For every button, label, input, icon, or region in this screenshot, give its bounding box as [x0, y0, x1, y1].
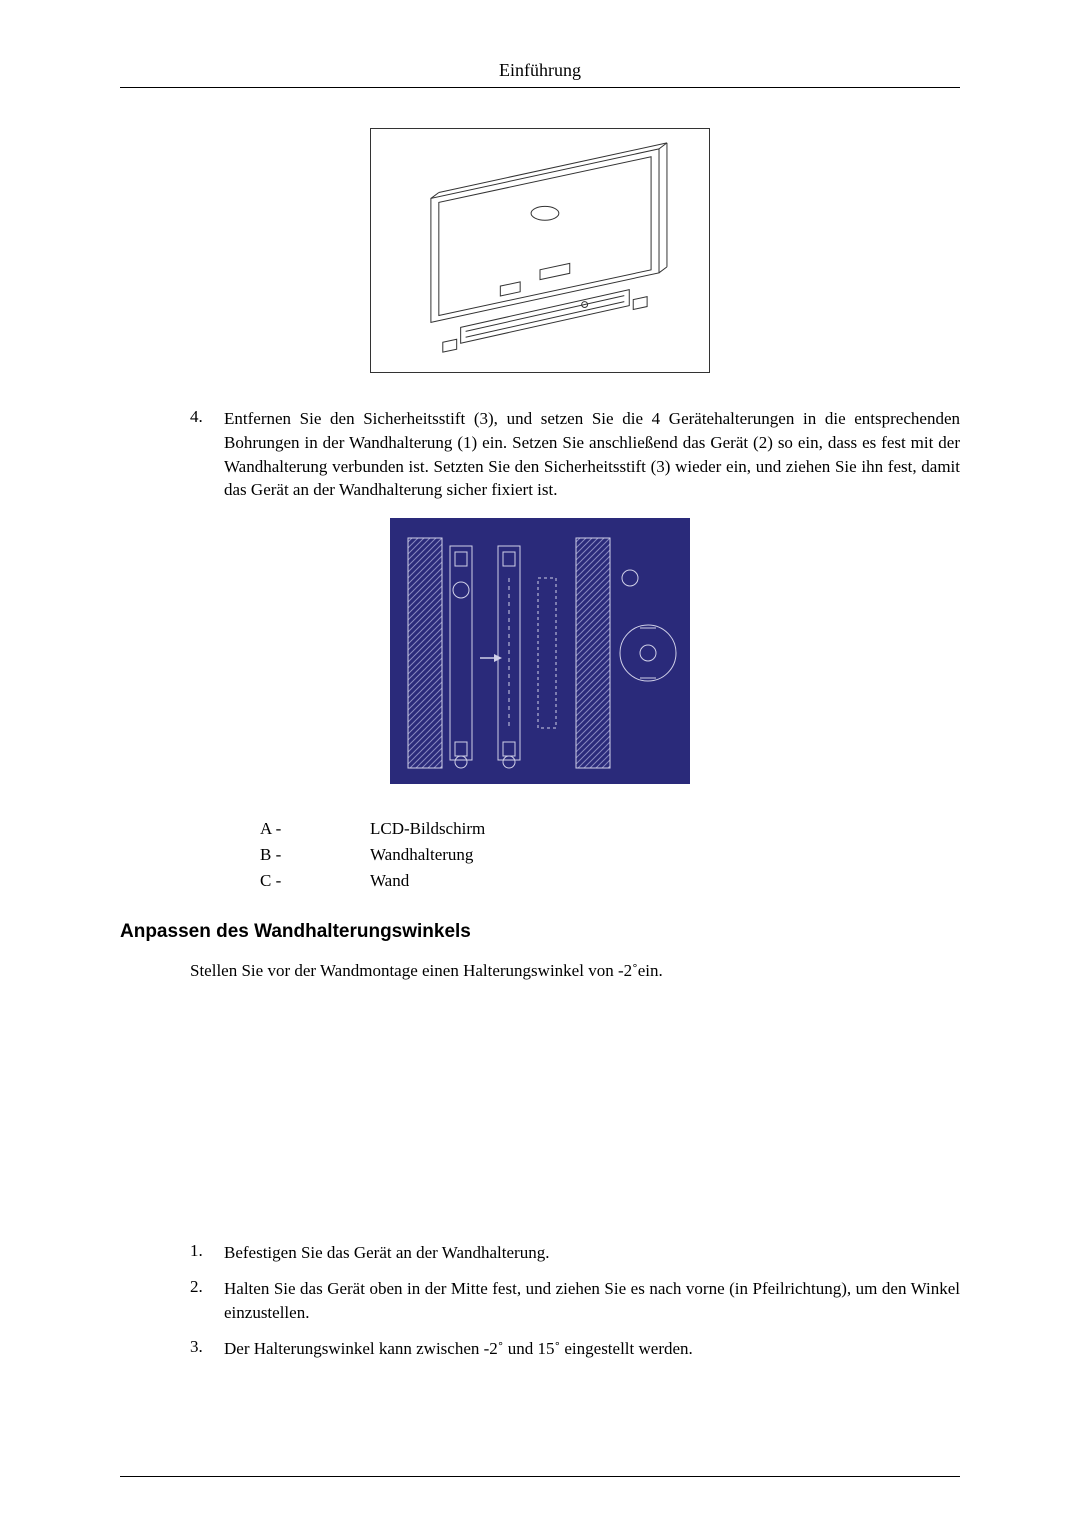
footer-rule — [120, 1476, 960, 1477]
step-1-number: 1. — [190, 1241, 224, 1265]
legend-val-c: Wand — [370, 871, 409, 891]
figure1-container — [120, 128, 960, 377]
step-1: 1. Befestigen Sie das Gerät an der Wandh… — [120, 1241, 960, 1265]
step-3-number: 3. — [190, 1337, 224, 1361]
monitor-isometric-figure — [370, 128, 710, 373]
figure-placeholder-space — [120, 1001, 960, 1241]
legend-key-b: B - — [260, 845, 370, 865]
legend-key-a: A - — [260, 819, 370, 839]
legend-row: C - Wand — [260, 871, 960, 891]
section-heading: Anpassen des Wandhalterungswinkels — [120, 921, 960, 943]
monitor-isometric-svg — [371, 129, 709, 372]
legend-table: A - LCD-Bildschirm B - Wandhalterung C -… — [260, 819, 960, 891]
section-intro: Stellen Sie vor der Wandmontage einen Ha… — [190, 961, 960, 981]
legend-val-b: Wandhalterung — [370, 845, 473, 865]
step-3: 3. Der Halterungswinkel kann zwischen -2… — [120, 1337, 960, 1361]
legend-val-a: LCD-Bildschirm — [370, 819, 485, 839]
wall-mount-svg — [390, 518, 690, 784]
step-1-text: Befestigen Sie das Gerät an der Wandhalt… — [224, 1241, 549, 1265]
legend-key-c: C - — [260, 871, 370, 891]
header-title: Einführung — [499, 60, 581, 80]
page-header: Einführung — [120, 60, 960, 88]
wall-mount-diagram — [390, 518, 690, 784]
legend-row: B - Wandhalterung — [260, 845, 960, 865]
step-4-text: Entfernen Sie den Sicherheitsstift (3), … — [224, 407, 960, 502]
legend-row: A - LCD-Bildschirm — [260, 819, 960, 839]
step-4: 4. Entfernen Sie den Sicherheitsstift (3… — [120, 407, 960, 502]
step-2-number: 2. — [190, 1277, 224, 1325]
step-3-text: Der Halterungswinkel kann zwischen -2˚ u… — [224, 1337, 693, 1361]
step-4-number: 4. — [190, 407, 224, 502]
step-2: 2. Halten Sie das Gerät oben in der Mitt… — [120, 1277, 960, 1325]
figure2-container — [120, 514, 960, 789]
step-2-text: Halten Sie das Gerät oben in der Mitte f… — [224, 1277, 960, 1325]
